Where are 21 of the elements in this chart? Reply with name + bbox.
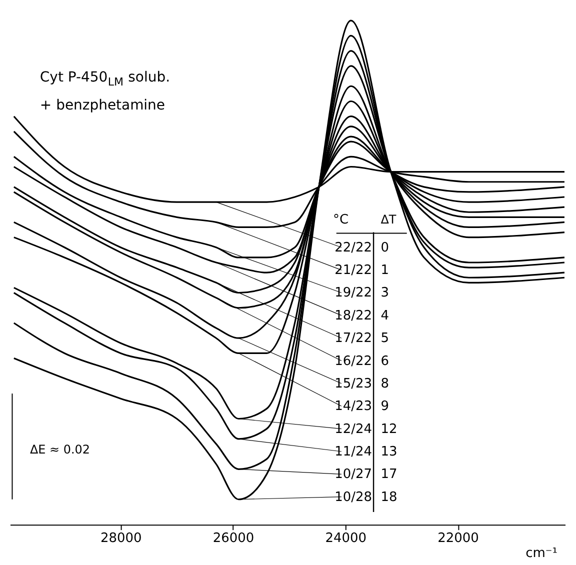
text: 16/22 6 [334, 354, 390, 369]
text: 22/22 0 [334, 240, 390, 256]
text: 21/22 1 [334, 263, 390, 278]
x-tick-label: 26000 [212, 531, 254, 546]
x-tick-label: 28000 [100, 531, 142, 546]
text: + benzphetamine [40, 97, 166, 114]
x-tick-label: 24000 [325, 531, 366, 546]
text: 10/28 18 [334, 490, 398, 505]
text: 10/27 17 [334, 467, 398, 482]
text: 15/23 8 [334, 376, 390, 392]
text: 11/24 13 [334, 444, 398, 460]
text: 19/22 3 [334, 286, 390, 301]
annotation: ΔT [380, 212, 397, 227]
text: 14/23 9 [334, 399, 390, 414]
x-tick-label: 22000 [438, 531, 479, 546]
text: 12/24 12 [334, 422, 398, 437]
annotation: °C [332, 212, 349, 228]
text: 17/22 5 [334, 331, 390, 346]
x-axis-title: cm⁻¹ [526, 546, 558, 562]
text: 18/22 4 [334, 308, 390, 324]
annotation: ΔE ≈ 0.02 [30, 442, 90, 457]
